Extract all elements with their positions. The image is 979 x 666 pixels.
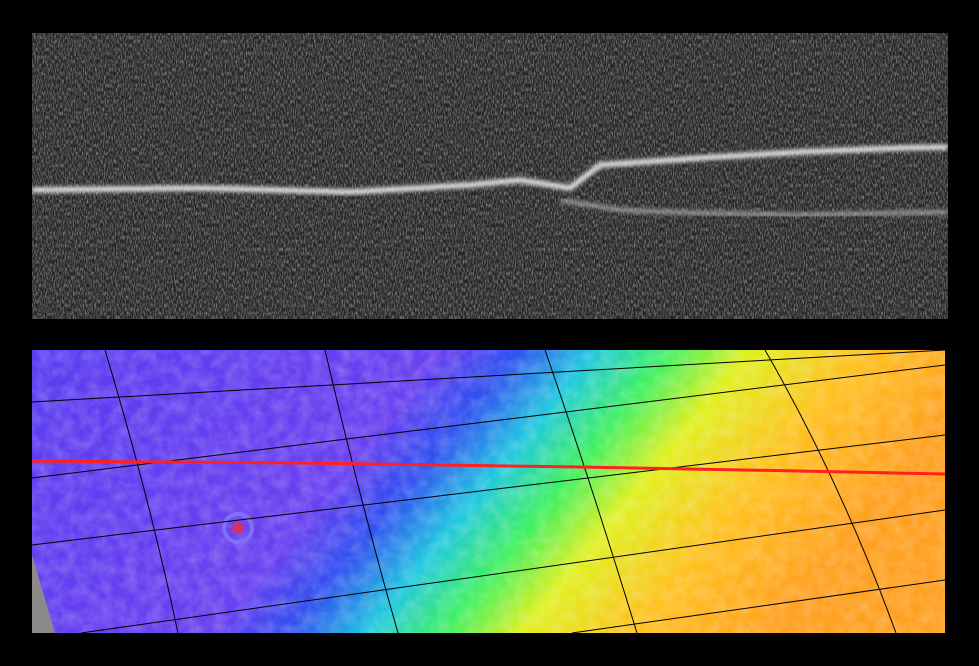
surface-reflector: [32, 144, 948, 195]
track-line: [32, 459, 945, 476]
crater-center: [232, 522, 244, 534]
radargram-panel: [32, 33, 948, 319]
elevation-map-panel: [32, 350, 945, 633]
lat-lon-grid: [32, 350, 945, 633]
no-data-region: [32, 555, 55, 633]
crater: [222, 512, 254, 544]
subsurface-reflector: [559, 198, 948, 218]
